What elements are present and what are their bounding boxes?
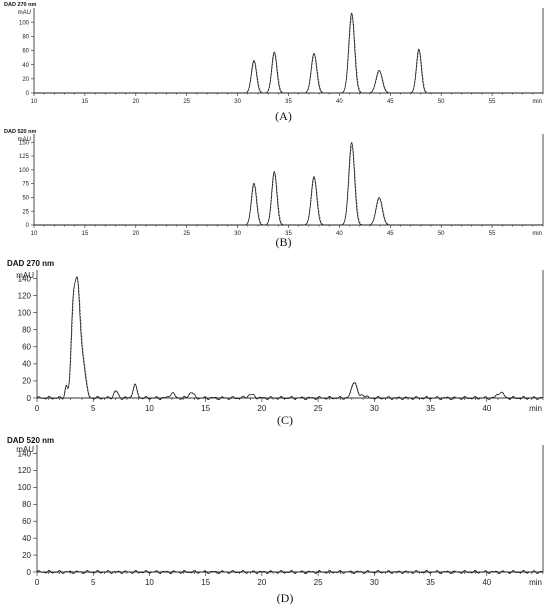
- y-axis-label: mAU: [16, 445, 34, 454]
- x-tick-label: 15: [201, 578, 210, 587]
- trace-main: [36, 275, 544, 401]
- x-tick-label: 50: [438, 231, 445, 237]
- x-axis-label: min: [532, 231, 542, 237]
- x-tick-label: 40: [336, 99, 343, 105]
- y-tick-label: 25: [22, 209, 29, 215]
- y-tick-label: 0: [27, 394, 32, 403]
- y-tick-label: 140: [18, 274, 32, 283]
- detector-label: DAD 520 nm: [4, 129, 37, 135]
- x-tick-label: 35: [426, 404, 435, 413]
- detector-label: DAD 270 nm: [4, 2, 37, 8]
- x-axis-label: min: [529, 404, 542, 413]
- x-tick-label: 30: [234, 99, 241, 105]
- chart-panel-3: DAD 270 nm mAU 0 20 40 60 80 100 120 140 0 5 10 15 20 2…: [7, 259, 544, 427]
- x-tick-label: 20: [257, 578, 266, 587]
- x-tick-label: 25: [314, 578, 323, 587]
- x-tick-label: 25: [314, 404, 323, 413]
- chart-panel-1: DAD 270 nm mAU 0 20 40 60 80 100 10 15 20 25 30 35 40 4…: [4, 2, 544, 123]
- y-tick-label: 0: [26, 91, 30, 97]
- y-tick-label: 60: [22, 49, 29, 55]
- y-tick-label: 120: [18, 291, 32, 300]
- x-tick-label: 0: [35, 404, 40, 413]
- y-tick-label: 100: [18, 483, 32, 492]
- y-tick-label: 40: [22, 360, 31, 369]
- x-tick-label: 20: [132, 231, 139, 237]
- x-tick-label: 35: [426, 578, 435, 587]
- x-tick-label: 55: [489, 231, 496, 237]
- y-tick-label: 75: [22, 182, 29, 188]
- x-tick-label: 40: [336, 231, 343, 237]
- panel-caption: (B): [276, 235, 292, 249]
- x-tick-label: 25: [183, 231, 190, 237]
- x-tick-label: 5: [91, 404, 96, 413]
- y-tick-label: 20: [22, 77, 29, 83]
- chart-panel-2: DAD 520 nm mAU 0 25 50 75 100 125 150 10 15 20 25 30 3…: [4, 129, 544, 249]
- y-tick-label: 100: [19, 168, 30, 174]
- y-tick-label: 60: [22, 343, 31, 352]
- trace-main: [36, 569, 544, 575]
- y-tick-label: 80: [22, 34, 29, 40]
- x-tick-label: 15: [82, 231, 89, 237]
- y-tick-label: 60: [22, 517, 31, 526]
- x-axis-label: min: [532, 99, 542, 105]
- x-tick-label: 0: [35, 578, 40, 587]
- y-tick-label: 100: [19, 20, 30, 26]
- x-tick-label: 10: [145, 578, 154, 587]
- x-tick-label: 15: [82, 99, 89, 105]
- y-tick-label: 150: [19, 140, 30, 146]
- trace-overlay: [34, 144, 543, 226]
- detector-label: DAD 270 nm: [7, 259, 54, 268]
- x-axis-label: min: [529, 578, 542, 587]
- x-tick-label: 30: [370, 578, 379, 587]
- trace-overlay: [36, 276, 544, 400]
- x-tick-label: 25: [183, 99, 190, 105]
- x-tick-label: 55: [489, 99, 496, 105]
- y-tick-label: 120: [18, 466, 32, 475]
- x-tick-label: 45: [387, 99, 394, 105]
- x-tick-label: 40: [482, 578, 491, 587]
- x-tick-label: 35: [285, 231, 292, 237]
- y-tick-label: 40: [22, 534, 31, 543]
- panel-caption: (C): [277, 413, 293, 427]
- y-axis-label: mAU: [16, 271, 34, 280]
- y-axis-label: mAU: [18, 137, 31, 143]
- trace-overlay: [34, 15, 543, 94]
- y-tick-label: 0: [26, 223, 30, 229]
- y-tick-label: 100: [18, 308, 32, 317]
- y-axis-label: mAU: [18, 10, 31, 16]
- y-tick-label: 40: [22, 63, 29, 69]
- y-tick-label: 50: [22, 196, 29, 202]
- trace-main: [34, 12, 543, 94]
- x-tick-label: 10: [31, 231, 38, 237]
- x-tick-label: 20: [132, 99, 139, 105]
- x-tick-label: 10: [31, 99, 38, 105]
- y-tick-label: 0: [27, 568, 32, 577]
- x-tick-label: 15: [201, 404, 210, 413]
- y-tick-label: 20: [22, 377, 31, 386]
- x-tick-label: 50: [438, 99, 445, 105]
- x-tick-label: 5: [91, 578, 96, 587]
- y-tick-label: 80: [22, 500, 31, 509]
- x-tick-label: 35: [285, 99, 292, 105]
- x-tick-label: 40: [482, 404, 491, 413]
- panel-caption: (A): [275, 109, 292, 123]
- detector-label: DAD 520 nm: [7, 436, 54, 445]
- y-tick-label: 125: [19, 154, 30, 160]
- x-tick-label: 20: [257, 404, 266, 413]
- y-tick-label: 20: [22, 551, 31, 560]
- x-tick-label: 45: [387, 231, 394, 237]
- x-tick-label: 10: [145, 404, 154, 413]
- panel-caption: (D): [277, 591, 294, 605]
- trace-main: [34, 141, 543, 226]
- y-tick-label: 140: [18, 449, 32, 458]
- x-tick-label: 30: [234, 231, 241, 237]
- x-tick-label: 30: [370, 404, 379, 413]
- y-tick-label: 80: [22, 326, 31, 335]
